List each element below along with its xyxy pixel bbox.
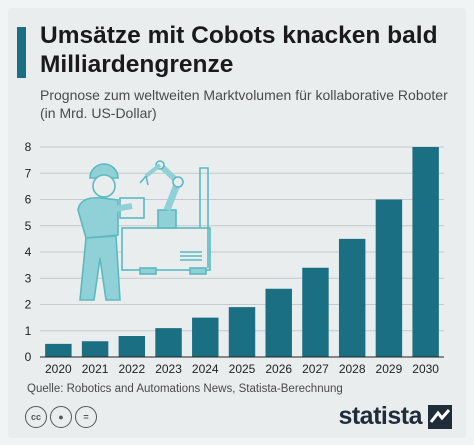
x-tick-label: 2028: [339, 362, 366, 376]
brand-name: statista: [338, 402, 422, 430]
y-axis-ticks: 0 1 2 3 4 5 6 7 8: [25, 140, 32, 364]
y-tick-label: 3: [25, 271, 32, 285]
bar-2028: [338, 238, 366, 357]
title-accent-bar: [17, 27, 26, 78]
bars: [45, 147, 439, 357]
x-tick-label: 2024: [192, 362, 219, 376]
bar-2027: [302, 267, 329, 357]
y-tick-label: 6: [25, 193, 32, 207]
chart-subtitle: Prognose zum weltweiten Marktvolumen für…: [40, 87, 448, 121]
cc-icon: cc: [25, 406, 47, 428]
y-tick-label: 0: [25, 350, 32, 364]
license-icons: cc ● =: [25, 406, 97, 430]
x-axis-ticks: 2020 2021 2022 2023 2024 2025 2026 2027 2028 2029…: [45, 362, 439, 376]
x-tick-label: 2021: [82, 362, 109, 376]
y-tick-label: 5: [25, 219, 32, 233]
bar-2020: [45, 343, 72, 357]
y-tick-label: 1: [25, 324, 32, 338]
x-tick-label: 2029: [376, 362, 403, 376]
x-tick-label: 2026: [265, 362, 292, 376]
x-tick-label: 2025: [229, 362, 256, 376]
x-tick-label: 2020: [45, 362, 72, 376]
bar-2029: [375, 199, 403, 357]
chart-title: Umsätze mit Cobots knacken bald Milliard…: [40, 22, 438, 78]
bar-2026: [265, 288, 292, 357]
bar-2030: [412, 147, 439, 357]
bar-2025: [228, 307, 256, 357]
x-tick-label: 2027: [302, 362, 329, 376]
source-note: Quelle: Robotics and Automations News, S…: [27, 383, 343, 395]
x-tick-label: 2023: [155, 362, 182, 376]
by-icon: ●: [50, 406, 72, 428]
bar-2024: [192, 317, 219, 357]
y-tick-label: 8: [25, 140, 32, 154]
nd-icon: =: [75, 406, 97, 428]
x-tick-label: 2022: [118, 362, 145, 376]
statista-mark-icon: [428, 404, 452, 429]
x-tick-label: 2030: [412, 362, 439, 376]
y-tick-label: 2: [25, 298, 32, 312]
y-tick-label: 4: [25, 245, 32, 259]
worker-robot-illustration-icon: [77, 160, 211, 301]
bar-2022: [118, 336, 146, 357]
statista-logo: statista: [338, 402, 452, 431]
y-tick-label: 7: [25, 166, 32, 180]
bar-2023: [155, 328, 182, 357]
bar-2021: [81, 341, 109, 357]
